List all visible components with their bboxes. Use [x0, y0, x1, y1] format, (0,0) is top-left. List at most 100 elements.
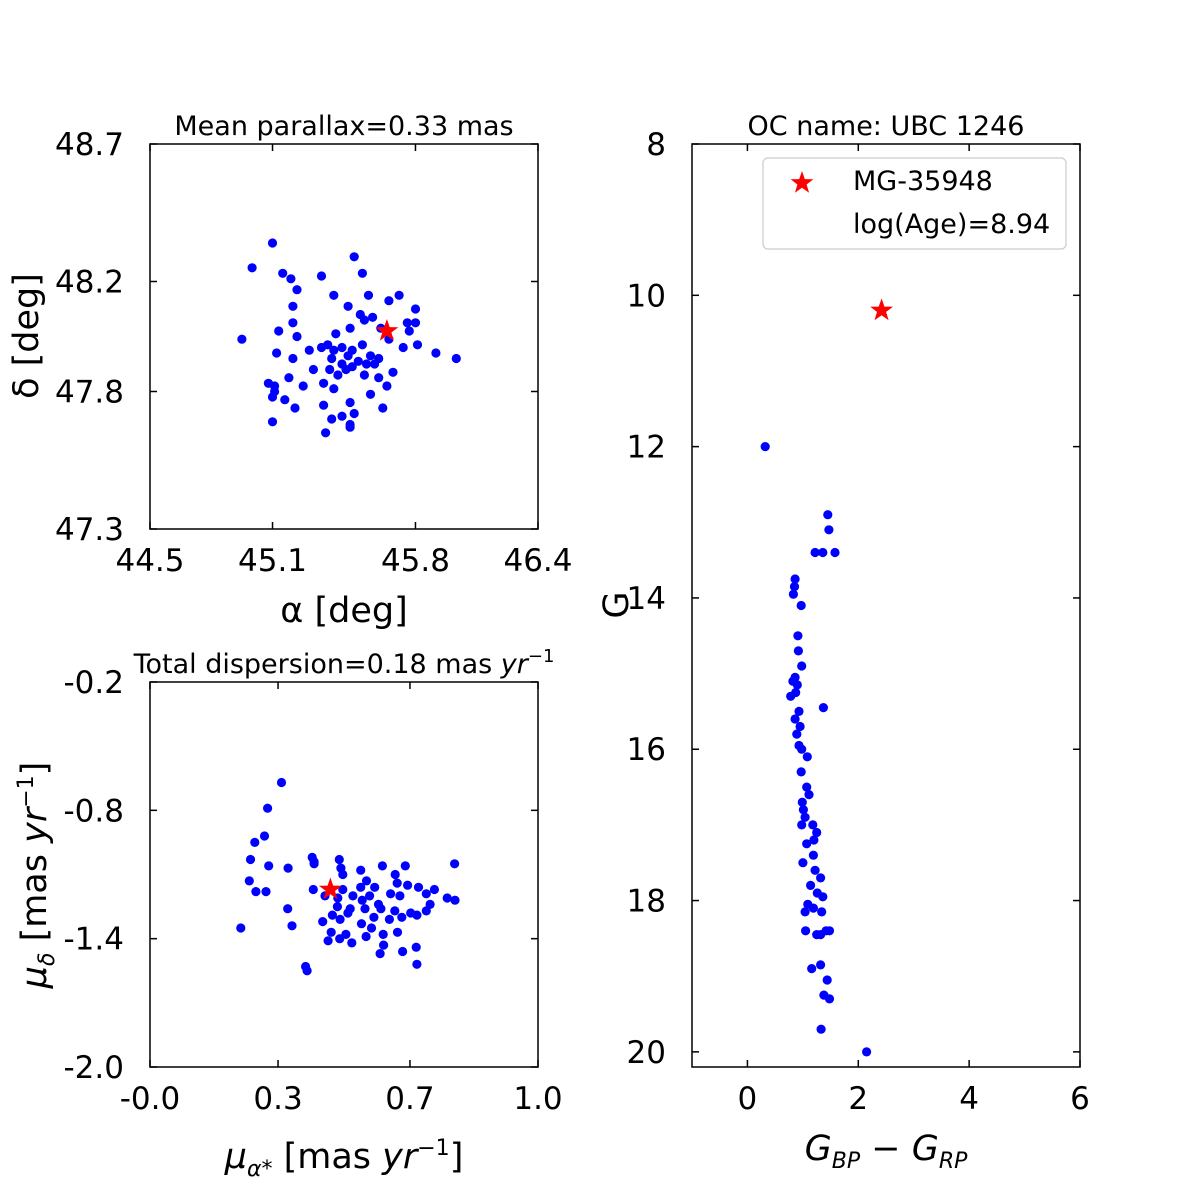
data-point [760, 442, 770, 452]
data-point [284, 373, 294, 383]
data-point [345, 419, 355, 430]
highlight-star [870, 298, 893, 321]
x-tick-label: 6 [1070, 1081, 1090, 1117]
data-point [332, 902, 342, 912]
data-point [801, 926, 811, 936]
highlight-star [319, 877, 342, 900]
pm-highlight [319, 877, 342, 900]
data-point [376, 904, 386, 914]
y-tick-label: -2.0 [64, 1050, 125, 1086]
data-point [410, 318, 421, 328]
data-point [816, 873, 826, 883]
y-tick-label: 14 [627, 581, 666, 617]
data-point [797, 820, 807, 830]
data-point [327, 910, 337, 920]
data-point [343, 908, 353, 918]
data-point [302, 966, 312, 976]
cmd-title: OC name: UBC 1246 [748, 111, 1025, 142]
data-point [450, 859, 460, 869]
y-tick-label: 20 [627, 1035, 666, 1071]
data-point [410, 304, 421, 314]
data-point [824, 926, 835, 936]
data-point [394, 290, 404, 300]
y-tick-label: 47.3 [55, 512, 124, 548]
data-point [816, 930, 826, 940]
data-point [411, 942, 421, 952]
y-tick-label: 12 [627, 430, 666, 466]
cmd-highlight [870, 298, 893, 321]
y-tick-label: 18 [627, 884, 666, 920]
data-point [263, 803, 273, 813]
data-point [797, 744, 807, 754]
data-point [398, 342, 408, 353]
y-tick-label: -0.2 [64, 665, 125, 701]
data-point [280, 395, 290, 405]
highlight-star [375, 319, 399, 341]
data-point [343, 351, 353, 361]
data-point [327, 414, 337, 424]
data-point [251, 887, 261, 897]
x-tick-label: 0.3 [253, 1081, 302, 1117]
data-point [375, 949, 385, 959]
data-point [288, 318, 298, 328]
cmd-ylabel: G [597, 591, 637, 618]
y-tick-label: 16 [627, 732, 666, 768]
data-point [421, 889, 431, 899]
data-point [283, 904, 293, 914]
data-point [347, 938, 357, 948]
x-tick-label: 4 [959, 1081, 979, 1117]
data-point [382, 381, 392, 391]
data-point [370, 882, 380, 892]
data-point [244, 876, 254, 886]
legend-label-star: MG-35948 [853, 166, 993, 197]
data-point [338, 869, 348, 880]
data-point [357, 895, 367, 905]
data-point [790, 574, 800, 584]
data-point [278, 268, 288, 278]
data-point [429, 884, 439, 895]
legend-box [762, 157, 1067, 250]
data-point [451, 353, 461, 364]
data-point [808, 850, 819, 860]
sky-xlabel: α [deg] [280, 591, 407, 631]
data-point [318, 917, 328, 927]
data-point [808, 903, 819, 913]
data-point [793, 631, 803, 641]
data-point [369, 912, 379, 922]
data-point [802, 752, 812, 762]
data-point [270, 381, 280, 391]
data-point [357, 340, 367, 350]
data-point [824, 994, 835, 1004]
data-point [331, 329, 341, 339]
data-point [804, 790, 814, 800]
x-tick-label: 1.0 [513, 1081, 562, 1117]
data-point [395, 891, 405, 901]
y-tick-label: 48.2 [55, 265, 124, 301]
data-point [812, 827, 822, 838]
data-point [267, 238, 278, 248]
data-point [818, 547, 828, 558]
data-point [323, 936, 333, 946]
data-point [796, 767, 806, 777]
data-point [398, 946, 408, 957]
data-point [343, 301, 353, 311]
data-point [361, 359, 372, 369]
data-point [283, 863, 293, 873]
sky-highlight [375, 319, 399, 341]
data-point [288, 301, 298, 311]
data-point [363, 290, 374, 300]
data-point [348, 891, 358, 901]
panel-sky: Mean parallax=0.33 mas 44.5 45.1 45.8 46.44… [7, 111, 573, 631]
data-point [818, 703, 829, 713]
x-tick-label: 0.7 [385, 1081, 434, 1117]
data-point [390, 869, 400, 880]
data-point [316, 271, 327, 281]
x-tick-label: 46.4 [503, 543, 572, 579]
data-point [267, 417, 278, 427]
data-point [368, 312, 378, 322]
cmd-frame [691, 143, 1081, 1068]
data-point [250, 837, 260, 848]
data-point [392, 878, 402, 888]
data-point [321, 428, 331, 438]
data-point [237, 334, 247, 344]
